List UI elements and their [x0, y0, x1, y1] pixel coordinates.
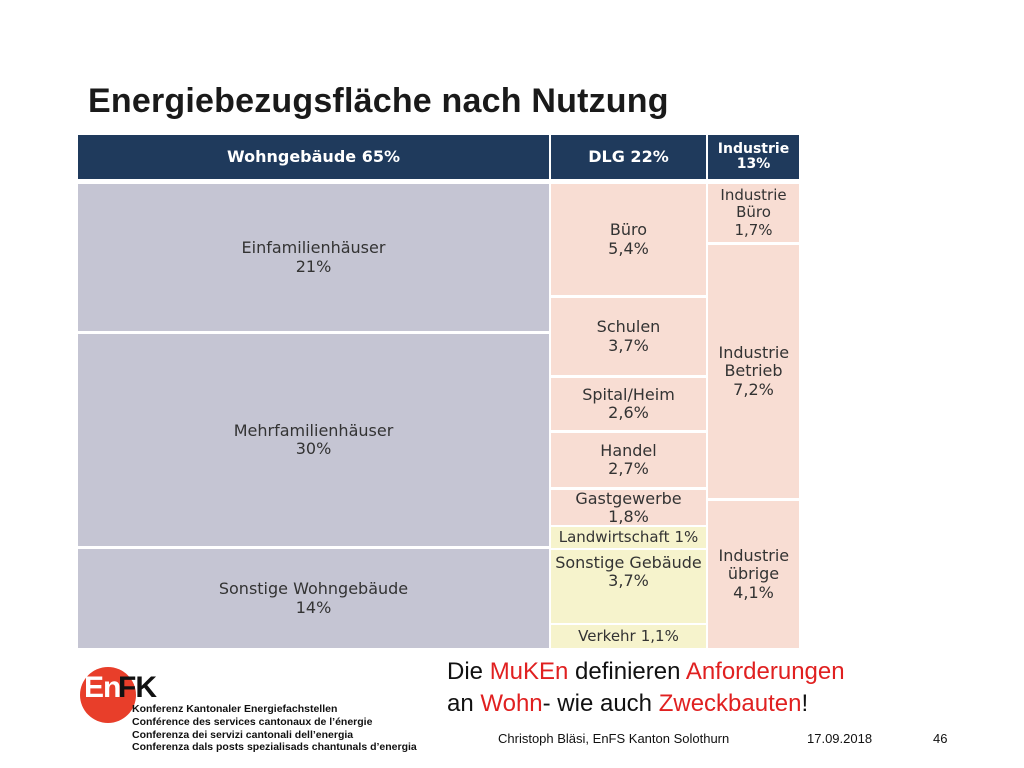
header-industrie: Industrie 13% [708, 135, 799, 179]
message-text: - wie auch [542, 689, 659, 717]
treemap-cell-gastgewerbe: Gastgewerbe 1,8% [551, 489, 706, 527]
treemap-cell-industrie-betrieb: Industrie Betrieb 7,2% [708, 245, 799, 498]
conference-name-de: Konferenz Kantonaler Energiefachstellen [132, 703, 338, 715]
message-highlight: MuKEn [489, 658, 569, 685]
cell-value: 5,4% [608, 238, 649, 258]
cell-value: 2,7% [608, 459, 649, 478]
cell-label: Schulen [596, 317, 661, 337]
message-highlight: Wohn [480, 689, 543, 717]
cell-value: 1% [674, 527, 699, 546]
cell-value: 4,1% [733, 582, 774, 602]
cell-value: 1,1% [640, 626, 679, 645]
cell-label: Industrie Büro [720, 186, 787, 222]
cell-value: 1,8% [608, 507, 649, 527]
enfk-logo-fk: FK [118, 671, 157, 704]
treemap-cell-sonstige-wohngebaeude: Sonstige Wohngebäude 14% [78, 549, 549, 648]
message-text: definieren [568, 658, 686, 685]
cell-label: Industrie übrige [718, 545, 790, 584]
cell-label: Spital/Heim [582, 384, 675, 404]
treemap-cell-einfamilienhaeuser: Einfamilienhäuser 21% [78, 184, 549, 331]
key-message-line-2: an Wohn- wie auch Zweckbauten! [447, 688, 845, 720]
cell-value: 3,7% [608, 335, 649, 355]
treemap-cell-industrie-uebrige: Industrie übrige 4,1% [708, 501, 799, 648]
footer-page-number: 46 [933, 731, 948, 746]
cell-value: 14% [295, 597, 332, 617]
message-highlight: Zweckbauten [658, 689, 802, 717]
conference-name-it: Conferenza dei servizi cantonali dell’en… [132, 728, 354, 741]
key-message: Die MuKEn definieren Anforderungen an Wo… [447, 656, 845, 719]
cell-label: Sonstige Gebäude [555, 553, 702, 572]
treemap-cell-spital-heim: Spital/Heim 2,6% [551, 378, 706, 430]
cell-label: Büro [609, 220, 648, 240]
enfk-logo-circle [80, 667, 136, 723]
treemap-cell-sonstige-gebaeude: Sonstige Gebäude 3,7% [551, 550, 706, 623]
footer-date: 17.09.2018 [807, 731, 873, 746]
treemap-cell-handel: Handel 2,7% [551, 433, 706, 487]
cell-label: Landwirtschaft [558, 527, 670, 546]
cell-value: 30% [295, 439, 332, 458]
cell-label: Handel [600, 440, 657, 460]
footer-author: Christoph Bläsi, EnFS Kanton Solothurn [498, 731, 730, 746]
treemap-cell-verkehr: Verkehr 1,1% [551, 625, 706, 648]
cell-label: Gastgewerbe [575, 489, 682, 508]
conference-name-fr: Conférence des services cantonaux de l’é… [132, 715, 373, 728]
message-text: Die [447, 658, 490, 685]
treemap-cell-mehrfamilienhaeuser: Mehrfamilienhäuser 30% [78, 334, 549, 546]
cell-label: Einfamilienhäuser [241, 238, 386, 258]
cell-label: Verkehr [578, 626, 636, 645]
message-text: ! [801, 689, 809, 717]
cell-label: Sonstige Wohngebäude [218, 579, 409, 599]
cell-value: 1,7% [734, 220, 773, 239]
conference-names: Konferenz Kantonaler Energiefachstellen … [132, 703, 417, 754]
header-dlg: DLG 22% [551, 135, 706, 179]
message-highlight: Anforderungen [685, 658, 845, 685]
treemap-cell-buero: Büro 5,4% [551, 184, 706, 295]
cell-value: 21% [295, 256, 332, 276]
conference-name-rm: Conferenza dals posts spezialisads chant… [132, 741, 417, 754]
message-text: an [447, 689, 481, 717]
treemap-cell-industrie-buero: Industrie Büro 1,7% [708, 184, 799, 242]
cell-value: 2,6% [608, 403, 649, 422]
key-message-line-1: Die MuKEn definieren Anforderungen [447, 656, 845, 688]
cell-value: 7,2% [733, 379, 774, 399]
slide-title: Energiebezugsfläche nach Nutzung [88, 82, 669, 120]
header-wohngebaeude: Wohngebäude 65% [78, 135, 549, 179]
cell-value: 3,7% [608, 571, 649, 591]
cell-label: Industrie Betrieb [718, 342, 790, 381]
cell-label: Mehrfamilienhäuser [233, 420, 394, 440]
treemap-cell-landwirtschaft: Landwirtschaft 1% [551, 527, 706, 548]
treemap-cell-schulen: Schulen 3,7% [551, 298, 706, 375]
enfk-logo-en: En [84, 671, 121, 704]
